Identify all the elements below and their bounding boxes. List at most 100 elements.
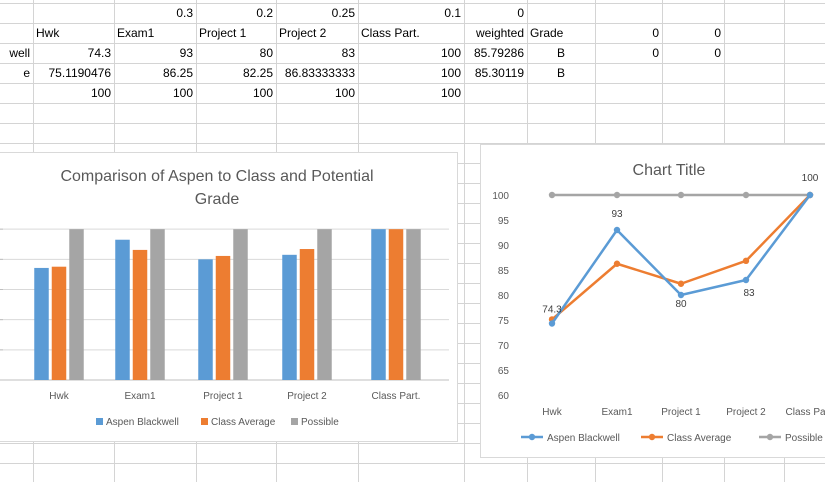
sheet-cell[interactable]: 100: [172, 86, 193, 100]
sheet-cell[interactable]: Project 2: [279, 26, 327, 40]
line-chart-x-label: Hwk: [542, 407, 562, 418]
sheet-cell[interactable]: 85.79286: [473, 46, 524, 60]
bar-0-3: [282, 254, 297, 380]
bar-2-0: [69, 229, 84, 380]
sheet-cell[interactable]: 100: [334, 86, 355, 100]
sheet-cell[interactable]: 100: [440, 86, 461, 100]
line-point-0-4: [806, 191, 814, 199]
sheet-cell[interactable]: Grade: [530, 26, 564, 40]
sheet-cell[interactable]: well: [9, 46, 30, 60]
sheet-cell[interactable]: 74.3: [87, 46, 111, 60]
bar-2-3: [317, 229, 332, 380]
bar-1-1: [132, 249, 148, 380]
line-point-0-0: [548, 320, 556, 327]
bar-1-0: [51, 266, 67, 380]
line-data-label: 93: [611, 209, 623, 220]
bar-0-0: [34, 267, 49, 380]
bar-legend-swatch: [201, 418, 208, 425]
sheet-cell[interactable]: Hwk: [36, 26, 60, 40]
line-legend-marker: [648, 433, 656, 441]
sheet-cell[interactable]: 100: [252, 86, 273, 100]
bar-chart-x-label: Exam1: [124, 391, 156, 402]
sheet-cell[interactable]: B: [556, 66, 565, 80]
bar-chart-title-line2: Grade: [195, 191, 240, 208]
line-chart-y-label: 100: [492, 191, 509, 202]
sheet-cell[interactable]: Exam1: [117, 26, 155, 40]
sheet-cell[interactable]: 0: [714, 46, 721, 60]
line-chart-y-label: 65: [498, 366, 510, 377]
bar-chart-x-label: Hwk: [49, 391, 69, 402]
line-point-2-2: [677, 191, 685, 199]
sheet-cell[interactable]: 100: [90, 86, 111, 100]
line-point-1-2: [677, 280, 685, 287]
line-chart-y-label: 80: [498, 291, 510, 302]
line-chart-svg: Chart Title 100 95 90 85 80 75 70 65 60 Hwk Exam1 Pr…: [492, 162, 825, 444]
line-chart-title: Chart Title: [633, 162, 706, 179]
line-point-1-3: [742, 257, 750, 265]
bar-2-1: [150, 229, 165, 380]
bar-chart-x-label: Class Part.: [372, 391, 421, 402]
bar-legend-label: Possible: [301, 417, 339, 428]
sheet-cell[interactable]: 100: [440, 46, 461, 60]
line-data-label: 74.3: [542, 305, 562, 316]
bar-chart-x-label: Project 1: [203, 391, 243, 402]
sheet-cell[interactable]: 0: [517, 6, 524, 20]
line-legend-label: Aspen Blackwell: [547, 433, 620, 444]
line-chart-x-label: Class Part.: [786, 407, 825, 418]
line-data-label: 83: [743, 288, 755, 299]
line-chart-x-label: Exam1: [601, 407, 633, 418]
line-data-label: 100: [802, 173, 819, 184]
bar-2-2: [233, 229, 248, 380]
line-chart-y-label: 60: [498, 391, 510, 402]
sheet-cell[interactable]: weighted: [475, 26, 524, 40]
bar-chart-x-label: Project 2: [287, 391, 327, 402]
sheet-cell[interactable]: 86.25: [162, 66, 193, 80]
bar-1-2: [215, 255, 231, 380]
bar-2-4: [406, 229, 421, 380]
sheet-cell[interactable]: 0.3: [176, 6, 193, 20]
bar-chart[interactable]: Comparison of Aspen to Class and Potenti…: [0, 152, 458, 442]
sheet-cell[interactable]: 0.1: [444, 6, 461, 20]
line-point-1-1: [613, 260, 621, 267]
sheet-cell[interactable]: 86.83333333: [284, 66, 355, 80]
bar-legend-swatch: [291, 418, 298, 425]
bar-0-1: [115, 239, 130, 380]
sheet-cell[interactable]: 75.1190476: [48, 66, 111, 80]
line-chart-x-label: Project 2: [726, 407, 766, 418]
line-legend-label: Possible: [785, 433, 823, 444]
line-legend-label: Class Average: [667, 433, 732, 444]
line-point-0-1: [613, 226, 621, 234]
bar-chart-svg: Comparison of Aspen to Class and Potenti…: [0, 168, 449, 428]
sheet-cell[interactable]: 93: [179, 46, 193, 60]
sheet-cell[interactable]: 0.2: [256, 6, 273, 20]
line-point-2-0: [548, 191, 556, 199]
line-point-0-3: [742, 276, 750, 284]
sheet-cell[interactable]: 0: [652, 26, 659, 40]
sheet-cell[interactable]: Project 1: [199, 26, 247, 40]
sheet-cell[interactable]: 100: [440, 66, 461, 80]
bar-1-3: [299, 249, 315, 380]
line-chart-y-label: 95: [498, 216, 510, 227]
sheet-cell[interactable]: 0: [652, 46, 659, 60]
sheet-cell[interactable]: Class Part.: [361, 26, 420, 40]
line-chart-x-label: Project 1: [661, 407, 701, 418]
line-legend-marker: [766, 433, 774, 441]
sheet-cell[interactable]: 80: [259, 46, 273, 60]
line-data-label: 80: [675, 299, 687, 310]
sheet-cell[interactable]: 0.25: [331, 6, 355, 20]
sheet-cell[interactable]: 85.30119: [474, 66, 524, 80]
line-point-0-2: [677, 291, 685, 299]
bar-legend-swatch: [96, 418, 103, 425]
sheet-cell[interactable]: 0: [714, 26, 721, 40]
line-chart[interactable]: Chart Title 100 95 90 85 80 75 70 65 60 Hwk Exam1 Pr…: [480, 144, 825, 458]
sheet-cell[interactable]: e: [23, 66, 30, 80]
sheet-cell[interactable]: 82.25: [242, 66, 273, 80]
line-chart-y-label: 70: [498, 341, 510, 352]
line-legend-marker: [528, 433, 536, 441]
sheet-cell[interactable]: B: [556, 46, 565, 60]
bar-chart-title: Comparison of Aspen to Class and Potenti…: [60, 168, 373, 185]
line-chart-y-label: 90: [498, 241, 510, 252]
sheet-cell[interactable]: 83: [341, 46, 355, 60]
bar-1-4: [388, 229, 404, 380]
line-chart-y-label: 75: [498, 316, 510, 327]
